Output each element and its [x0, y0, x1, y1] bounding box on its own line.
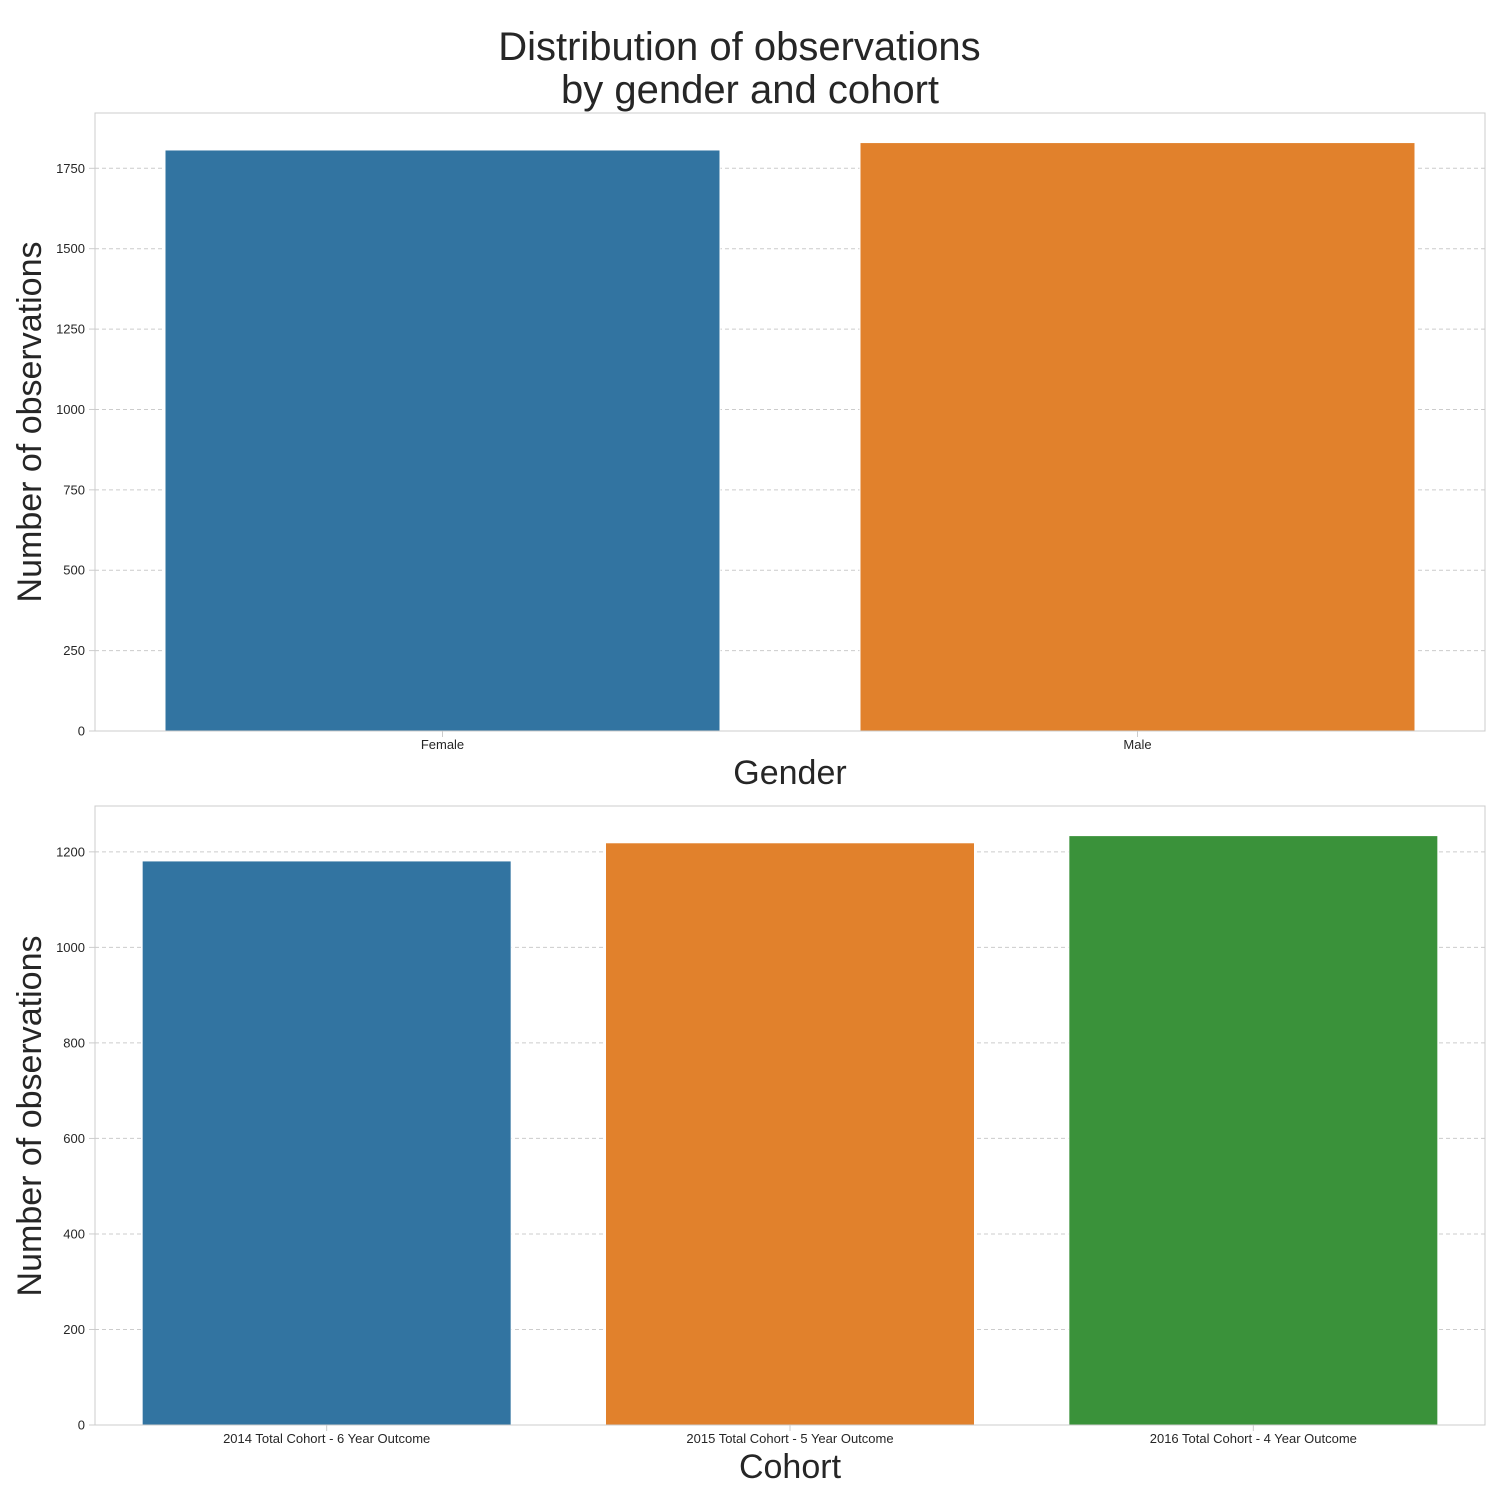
y-tick-label: 1000 — [56, 940, 85, 955]
bar-male — [859, 142, 1416, 732]
x-tick-label: Male — [1123, 737, 1151, 752]
y-tick-label: 200 — [63, 1322, 85, 1337]
bar-2016-total-cohort-4-year-outcome — [1068, 835, 1439, 1426]
x-tick-label: 2014 Total Cohort - 6 Year Outcome — [223, 1431, 430, 1446]
y-tick-label: 0 — [78, 724, 85, 739]
bar-female — [164, 149, 721, 732]
x-tick-labels: Female Male — [421, 731, 1152, 752]
bars — [164, 142, 1416, 732]
y-tick-label: 1250 — [56, 322, 85, 337]
x-axis-label: Gender — [733, 754, 846, 792]
chart-title: Distribution of observations by gender a… — [498, 25, 992, 112]
y-tick-labels: 0 250 500 750 1000 1250 1500 1750 — [56, 161, 95, 739]
bar-2014-total-cohort-6-year-outcome — [141, 860, 512, 1426]
plot-frame — [94, 112, 1486, 732]
y-tick-label: 0 — [78, 1418, 85, 1433]
x-tick-label: Female — [421, 737, 464, 752]
y-tick-label: 1500 — [56, 241, 85, 256]
y-tick-label: 750 — [63, 482, 85, 497]
y-axis-label: Number of observations — [11, 936, 49, 1297]
y-tick-label: 400 — [63, 1226, 85, 1241]
x-axis-label: Cohort — [739, 1448, 842, 1486]
x-tick-labels: 2014 Total Cohort - 6 Year Outcome 2015 T… — [223, 1425, 1357, 1446]
y-tick-label: 250 — [63, 643, 85, 658]
y-axis-label: Number of observations — [11, 242, 49, 603]
x-tick-label: 2016 Total Cohort - 4 Year Outcome — [1150, 1431, 1357, 1446]
x-tick-label: 2015 Total Cohort - 5 Year Outcome — [686, 1431, 893, 1446]
y-tick-label: 800 — [63, 1035, 85, 1050]
y-tick-label: 1750 — [56, 161, 85, 176]
bars — [141, 835, 1439, 1426]
bar-2015-total-cohort-5-year-outcome — [605, 842, 975, 1426]
y-tick-label: 600 — [63, 1131, 85, 1146]
y-tick-label: 500 — [63, 563, 85, 578]
cohort-bar-chart: 0 200 400 600 800 1000 1200 2014 Total Cohort … — [11, 805, 1486, 1486]
chart-title-line-1: Distribution of observations — [498, 25, 980, 69]
gender-bar-chart: 0 250 500 750 1000 1250 1500 1750 Female Male Ge… — [11, 112, 1486, 792]
y-tick-labels: 0 200 400 600 800 1000 1200 — [56, 844, 95, 1433]
y-tick-label: 1200 — [56, 844, 85, 859]
chart-title-line-2: by gender and cohort — [561, 68, 939, 112]
y-tick-label: 1000 — [56, 402, 85, 417]
